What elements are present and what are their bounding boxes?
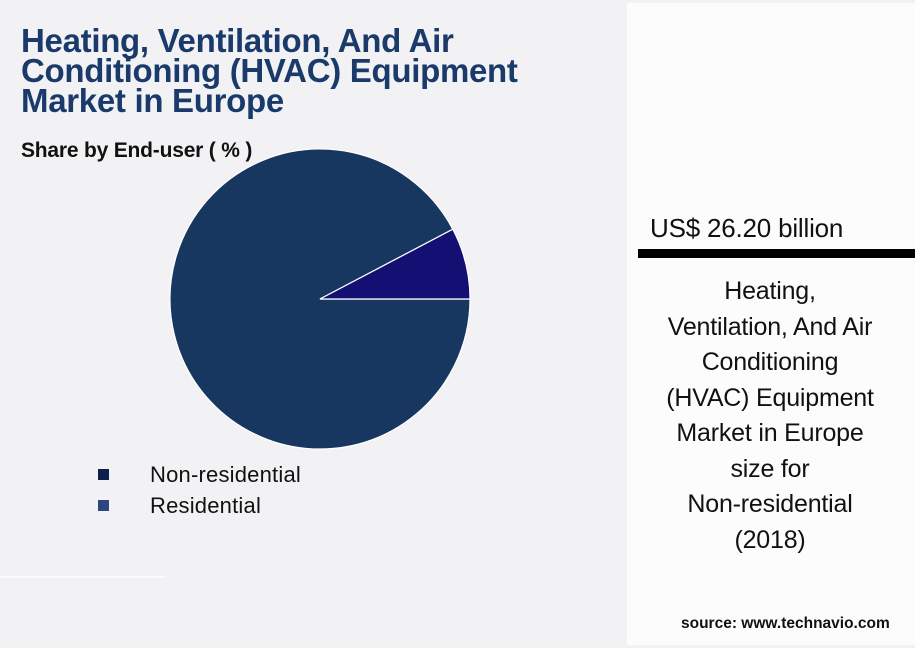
pie-chart: [169, 148, 471, 450]
divider: [0, 576, 165, 578]
chart-subtitle: Share by End-user ( % ): [21, 139, 253, 162]
legend: Non-residential Residential: [98, 459, 301, 521]
legend-swatch-icon: [98, 500, 109, 511]
chart-title: Heating, Ventilation, And Air Conditioni…: [21, 22, 518, 119]
pie-slice-non-residential: [169, 148, 471, 450]
source-credit: source: www.technavio.com: [681, 615, 890, 632]
market-description: Heating, Ventilation, And Air Conditioni…: [666, 277, 874, 554]
market-value: US$ 26.20 billion: [650, 213, 844, 243]
legend-item-residential: Residential: [98, 490, 301, 521]
legend-item-non-residential: Non-residential: [98, 459, 301, 490]
legend-label: Non-residential: [150, 461, 301, 487]
summary-panel: [627, 3, 915, 645]
value-underline: [638, 249, 915, 258]
pie-slice-residential: [319, 228, 471, 300]
legend-label: Residential: [150, 492, 262, 518]
legend-swatch-icon: [98, 469, 109, 480]
